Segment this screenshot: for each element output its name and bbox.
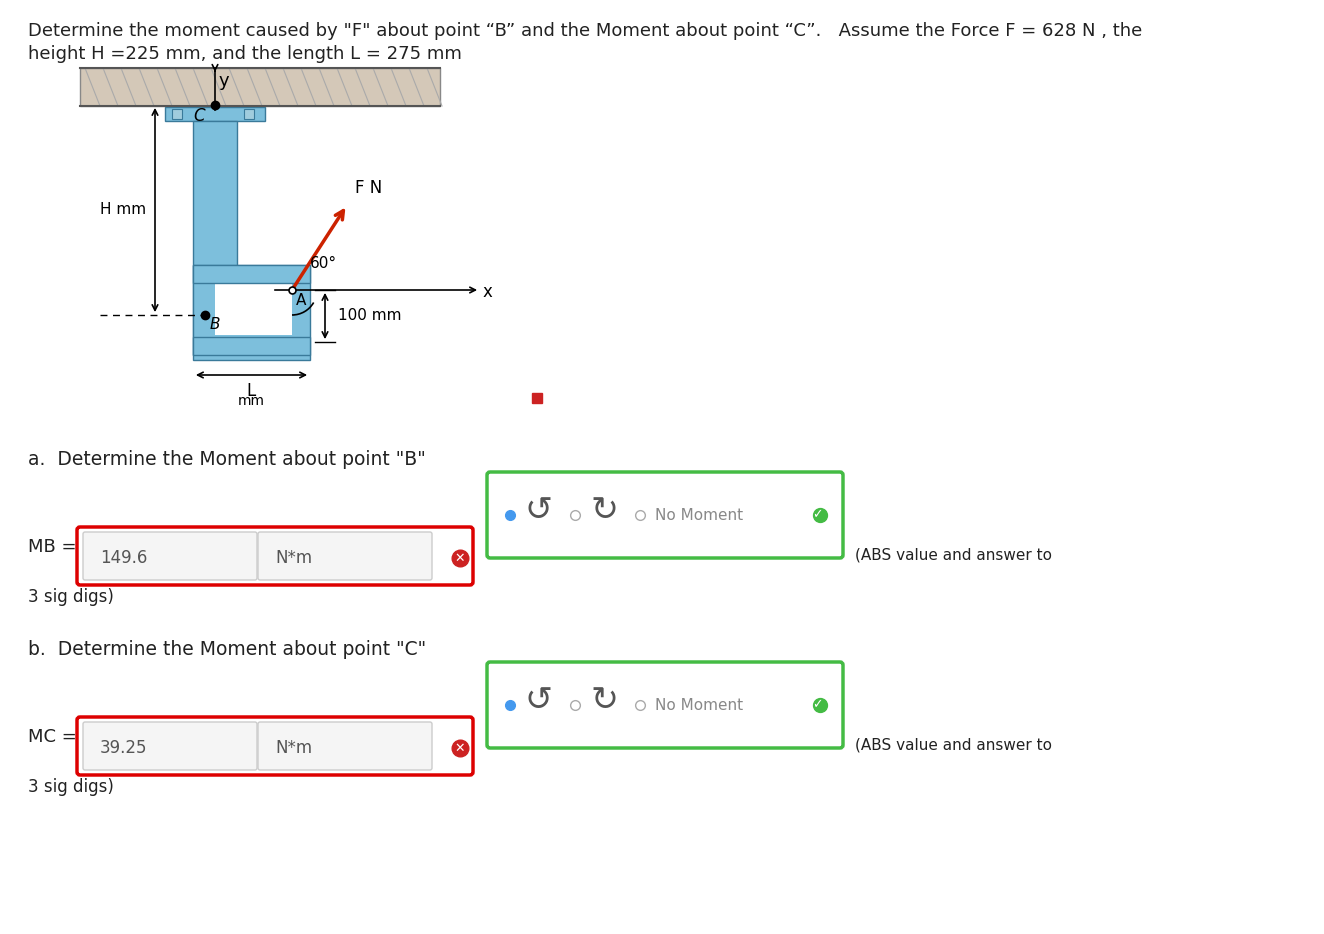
Text: N*m: N*m [275, 549, 312, 567]
Text: No Moment: No Moment [655, 698, 743, 713]
Text: ✕: ✕ [454, 551, 465, 564]
Text: ↺: ↺ [526, 684, 553, 716]
Text: b.  Determine the Moment about point "C": b. Determine the Moment about point "C" [28, 640, 426, 659]
FancyBboxPatch shape [487, 472, 843, 558]
Text: mm: mm [238, 394, 265, 408]
Text: ↻: ↻ [591, 684, 618, 716]
Bar [193, 265, 310, 360]
Text: N*m: N*m [275, 739, 312, 757]
FancyBboxPatch shape [83, 532, 257, 580]
FancyBboxPatch shape [77, 717, 473, 775]
FancyBboxPatch shape [79, 68, 440, 106]
Text: ↺: ↺ [526, 493, 553, 527]
Text: 3 sig digs): 3 sig digs) [28, 588, 114, 606]
Bar [244, 109, 254, 119]
Bar [193, 337, 310, 355]
Text: (ABS value and answer to: (ABS value and answer to [855, 547, 1053, 562]
Text: a.  Determine the Moment about point "B": a. Determine the Moment about point "B" [28, 450, 426, 469]
Text: 60°: 60° [310, 256, 338, 271]
Text: 100 mm: 100 mm [338, 308, 401, 323]
Text: (ABS value and answer to: (ABS value and answer to [855, 738, 1053, 753]
Text: No Moment: No Moment [655, 507, 743, 522]
Text: ✓: ✓ [812, 508, 822, 521]
FancyBboxPatch shape [83, 722, 257, 770]
Text: 39.25: 39.25 [101, 739, 147, 757]
Bar [172, 109, 181, 119]
Text: y: y [218, 72, 229, 90]
Text: ✓: ✓ [812, 699, 822, 712]
Bar [214, 265, 293, 335]
Text: A: A [297, 293, 306, 308]
FancyBboxPatch shape [258, 532, 432, 580]
Text: ↻: ↻ [591, 493, 618, 527]
Text: B: B [211, 317, 221, 332]
Bar [193, 121, 237, 355]
Text: H mm: H mm [101, 203, 146, 218]
Text: height H =225 mm, and the length L = 275 mm: height H =225 mm, and the length L = 275… [28, 45, 462, 63]
Text: L: L [246, 382, 256, 400]
Text: ✕: ✕ [454, 742, 465, 755]
Text: F N: F N [355, 179, 383, 197]
FancyBboxPatch shape [258, 722, 432, 770]
Text: Determine the moment caused by "F" about point “B” and the Moment about point “C: Determine the moment caused by "F" about… [28, 22, 1143, 40]
Text: C: C [193, 107, 205, 125]
FancyBboxPatch shape [487, 662, 843, 748]
Bar [193, 265, 310, 283]
Bar [166, 107, 265, 121]
FancyBboxPatch shape [77, 527, 473, 585]
Bar [532, 393, 542, 403]
Text: MC =: MC = [28, 728, 77, 746]
Text: 149.6: 149.6 [101, 549, 147, 567]
Text: MB =: MB = [28, 538, 77, 556]
Text: x: x [483, 283, 493, 301]
Text: 3 sig digs): 3 sig digs) [28, 778, 114, 796]
